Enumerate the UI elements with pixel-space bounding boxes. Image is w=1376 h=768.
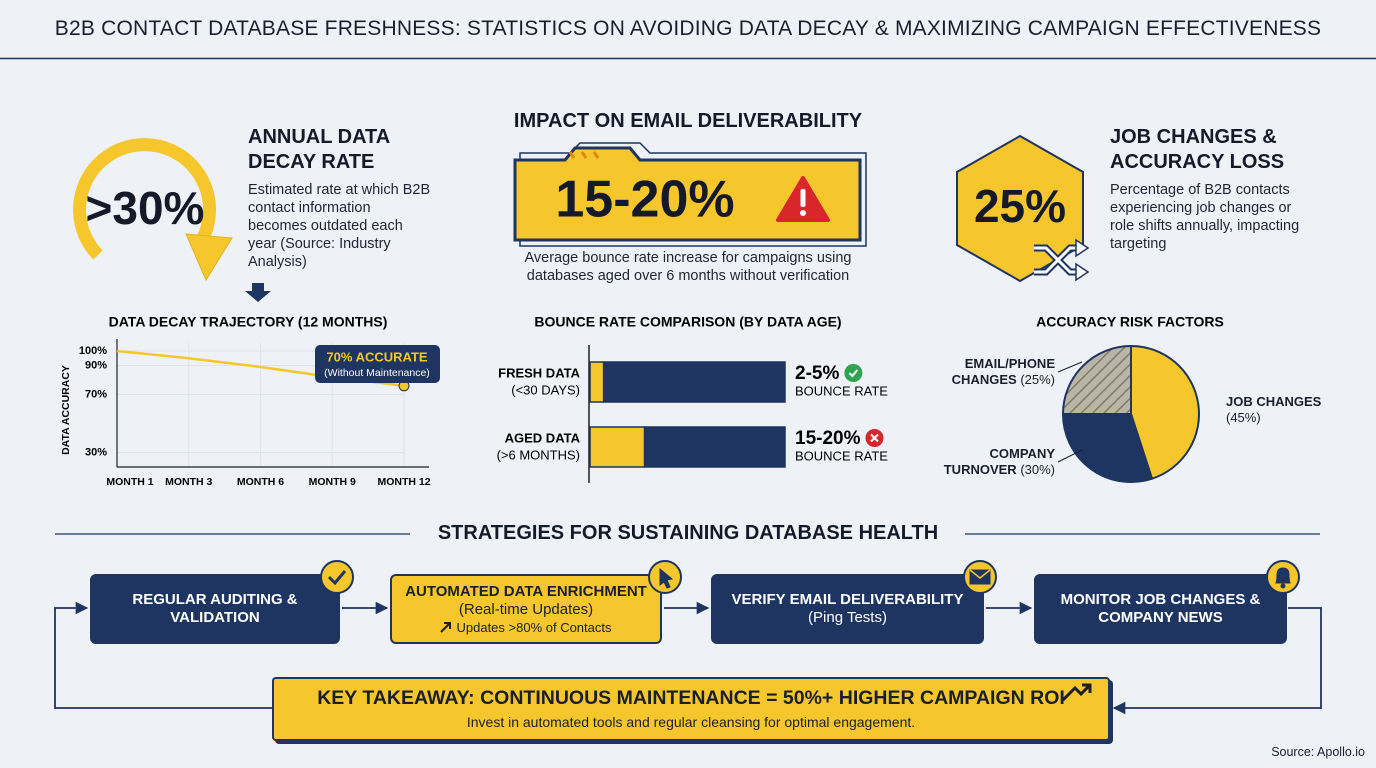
x-tick-label: MONTH 12 bbox=[377, 476, 430, 488]
step-subtitle: (Ping Tests) bbox=[808, 609, 887, 626]
chart-title: DATA DECAY TRAJECTORY (12 MONTHS) bbox=[109, 314, 388, 330]
pie-label: EMAIL/PHONE CHANGES (25%) bbox=[933, 356, 1055, 388]
y-tick-label: 70% bbox=[85, 388, 107, 400]
stat-title: IMPACT ON EMAIL DELIVERABILITY bbox=[513, 110, 863, 132]
strategy-step: MONITOR JOB CHANGES & COMPANY NEWS bbox=[1034, 574, 1287, 644]
stat-title: JOB CHANGES & ACCURACY LOSS bbox=[1110, 126, 1285, 173]
rate-label: 15-20% bbox=[795, 428, 861, 449]
step-note: Updates >80% of Contacts bbox=[456, 619, 612, 635]
step-title: VERIFY EMAIL DELIVERABILITY bbox=[731, 591, 964, 608]
category-label: FRESH DATA bbox=[498, 365, 580, 380]
decay-icon bbox=[73, 138, 233, 282]
pie-slice bbox=[1061, 413, 1154, 483]
y-tick-label: 90% bbox=[85, 359, 107, 371]
annotation-text: (Without Maintenance) bbox=[324, 367, 430, 379]
step-title: MONITOR JOB CHANGES & COMPANY NEWS bbox=[1060, 591, 1261, 626]
category-sublabel: (<30 DAYS) bbox=[511, 382, 580, 397]
pie-label: COMPANY TURNOVER (30%) bbox=[933, 446, 1055, 478]
rate-caption: BOUNCE RATE bbox=[795, 448, 888, 463]
stat-description: Estimated rate at which B2B contact info… bbox=[248, 182, 431, 270]
trend-icon bbox=[440, 621, 452, 633]
annotation-box bbox=[315, 345, 440, 383]
takeaway-box: KEY TAKEAWAY: CONTINUOUS MAINTENANCE = 5… bbox=[272, 677, 1110, 741]
pie-slice bbox=[1130, 344, 1200, 480]
bar-segment bbox=[589, 426, 646, 468]
pie-value-label: (45%) bbox=[1226, 410, 1261, 425]
pie-category: JOB CHANGES bbox=[1226, 394, 1322, 409]
section-title: STRATEGIES FOR SUSTAINING DATABASE HEALT… bbox=[437, 522, 939, 544]
takeaway-title: KEY TAKEAWAY: CONTINUOUS MAINTENANCE = 5… bbox=[317, 687, 1065, 709]
y-axis-label: DATA ACCURACY bbox=[60, 365, 72, 455]
y-tick-label: 100% bbox=[79, 345, 107, 357]
strategy-step: REGULAR AUDITING & VALIDATION bbox=[90, 574, 340, 644]
takeaway-text: Invest in automated tools and regular cl… bbox=[466, 714, 916, 730]
stat-description: Average bounce rate increase for campaig… bbox=[524, 250, 852, 284]
category-label: AGED DATA bbox=[505, 430, 581, 445]
category-sublabel: (>6 MONTHS) bbox=[497, 447, 580, 462]
chart-title: BOUNCE RATE COMPARISON (BY DATA AGE) bbox=[534, 314, 841, 330]
step-title: AUTOMATED DATA ENRICHMENT bbox=[405, 582, 647, 600]
x-tick-label: MONTH 3 bbox=[165, 476, 212, 488]
job-change-icon bbox=[956, 134, 1090, 283]
step-subtitle: (Real-time Updates) bbox=[458, 600, 594, 618]
chart-title: ACCURACY RISK FACTORS bbox=[1036, 314, 1224, 330]
stat-title: ANNUAL DATA DECAY RATE bbox=[248, 126, 390, 173]
down-arrow bbox=[245, 283, 271, 302]
x-tick-label: MONTH 9 bbox=[309, 476, 356, 488]
annotation-pointer bbox=[395, 378, 405, 383]
pie-category: COMPANY TURNOVER bbox=[943, 446, 1055, 477]
page-title: B2B CONTACT DATABASE FRESHNESS: STATISTI… bbox=[54, 17, 1322, 40]
step-title: REGULAR AUDITING & VALIDATION bbox=[132, 591, 298, 626]
pie-category: EMAIL/PHONE CHANGES bbox=[951, 356, 1055, 387]
stat-description: Percentage of B2B contacts experiencing … bbox=[1110, 182, 1300, 252]
stat-value: 15-20% bbox=[555, 171, 734, 229]
flow-arrows bbox=[54, 601, 1322, 715]
pie-value-label: (30%) bbox=[1020, 462, 1055, 477]
rate-caption: BOUNCE RATE bbox=[795, 383, 888, 398]
leader-line bbox=[1057, 361, 1083, 373]
stat-value: >30% bbox=[86, 182, 205, 234]
stat-value: 25% bbox=[974, 180, 1066, 232]
bar-segment bbox=[589, 361, 605, 403]
deliverability-box bbox=[513, 142, 867, 247]
x-tick-label: MONTH 6 bbox=[237, 476, 284, 488]
strategy-step: VERIFY EMAIL DELIVERABILITY (Ping Tests) bbox=[711, 574, 984, 644]
leader-line bbox=[1057, 449, 1083, 463]
strategy-step: AUTOMATED DATA ENRICHMENT (Real-time Upd… bbox=[390, 574, 662, 644]
source-note: Source: Apollo.io bbox=[1271, 745, 1365, 759]
pie-value-label: (25%) bbox=[1020, 372, 1055, 387]
pie-slice bbox=[1061, 344, 1132, 415]
step-note-row: Updates >80% of Contacts bbox=[440, 619, 612, 636]
bad-icon-mark bbox=[870, 433, 879, 443]
rate-label: 2-5% bbox=[795, 363, 839, 384]
pie-label: JOB CHANGES (45%) bbox=[1226, 394, 1348, 426]
y-tick-label: 30% bbox=[85, 446, 107, 458]
ok-icon-mark bbox=[848, 369, 859, 378]
annotation-title: 70% ACCURATE bbox=[326, 349, 427, 364]
bar-segment bbox=[643, 426, 786, 468]
bar-segment bbox=[602, 361, 786, 403]
x-tick-label: MONTH 1 bbox=[106, 476, 153, 488]
ok-icon bbox=[844, 364, 863, 382]
